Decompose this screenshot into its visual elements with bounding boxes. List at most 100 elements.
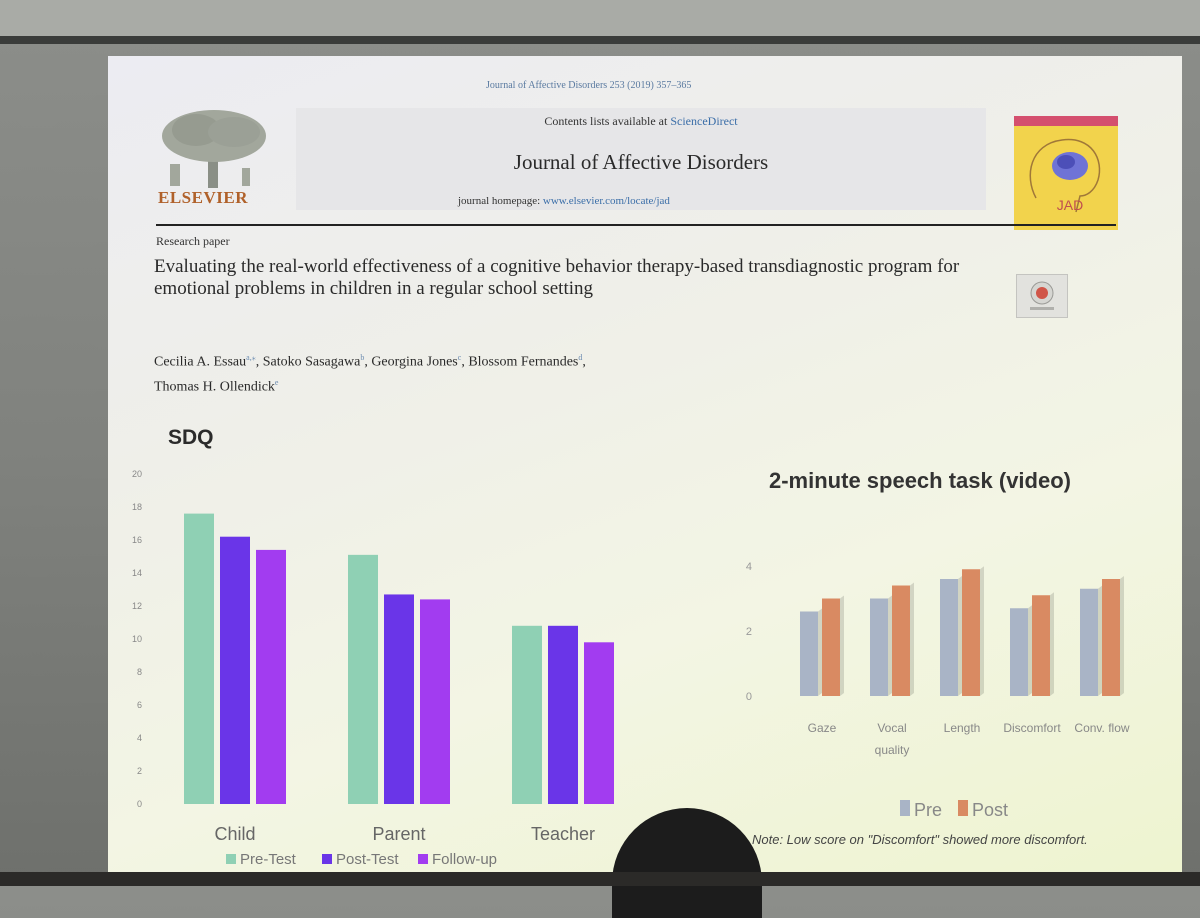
legend-swatch [900,800,910,816]
contents-line: Contents lists available at ScienceDirec… [296,114,986,129]
legend-label: Post [972,800,1008,820]
paper-title: Evaluating the real-world effectiveness … [154,256,960,299]
bar-depth-face [840,595,844,696]
sciencedirect-link[interactable]: ScienceDirect [670,114,738,128]
author-affiliation-mark: e [274,377,279,387]
crossmark-icon [1030,281,1054,310]
y-tick-label: 4 [746,561,752,573]
y-tick-label: 16 [132,535,142,545]
x-category-label: Parent [372,824,425,844]
bar-depth-face [1050,592,1054,696]
legend-swatch [958,800,968,816]
bar-pre-test-teacher [512,625,542,804]
legend-swatch [226,854,236,864]
cover-label: JAD [1057,197,1083,213]
legend-label: Pre [914,800,942,820]
bar-post-length [962,569,980,696]
elsevier-tree-logo-icon [162,110,266,188]
author-name: Satoko Sasagawa [262,354,361,370]
author-name: Cecilia A. Essau [154,354,247,370]
author-affiliation-mark: d [578,353,583,362]
header-divider [156,224,1116,226]
y-tick-label: 20 [132,469,142,479]
bar-follow-up-parent [420,599,450,804]
homepage-url[interactable]: www.elsevier.com/locate/jad [542,195,670,207]
bar-post-conv-flow [1102,579,1120,696]
bar-depth-face [888,595,892,696]
y-tick-label: 2 [746,626,752,638]
presentation-slide: Journal of Affective Disorders 253 (2019… [108,56,1182,872]
bar-post-test-parent [384,594,414,804]
y-tick-label: 0 [137,799,142,809]
sdq-bar-chart: 0 2 4 6 8 10 12 14 16 18 20 Child Parent Teacher Pre-T… [132,469,614,868]
bar-pre-gaze [800,611,818,696]
y-tick-label: 4 [137,733,142,743]
speech-task-bar-chart: 0 2 4 Gaze Vocal quality Length Discomfort Conv.… [746,561,1130,820]
x-category-label: Teacher [531,824,595,844]
bar-pre-length [940,579,958,696]
research-type: Research paper [156,234,230,248]
bar-depth-face [958,576,962,696]
x-category-label: Vocal quality [875,721,910,757]
bar-pre-test-parent [348,554,378,804]
bar-pre-conv-flow [1080,588,1098,696]
journal-title: Journal of Affective Disorders [513,150,769,174]
cover-head-illustration-icon: JAD [1029,138,1101,213]
x-category-label: Discomfort [1003,721,1061,735]
author-affiliation-mark: c [457,353,462,362]
publisher-name: ELSEVIER [158,188,248,207]
journal-cover-image: JAD [1014,116,1118,230]
speech-chart-title: 2-minute speech task (video) [769,468,1071,493]
author-list: Cecilia A. Essaua,⁎, Satoko Sasagawab, G… [154,353,586,395]
y-tick-label: 6 [137,700,142,710]
bar-pre-discomfort [1010,608,1028,696]
journal-reference: Journal of Affective Disorders 253 (2019… [486,80,692,91]
x-category-label: Child [214,824,255,844]
bar-follow-up-teacher [584,642,614,804]
contents-prefix: Contents lists available at [544,114,671,128]
bar-post-vocal-quality [892,585,910,696]
y-tick-label: 12 [132,601,142,611]
bar-depth-face [1028,605,1032,696]
author-affiliation-mark: b [360,353,365,362]
journal-header-box [296,108,986,210]
check-for-updates-button[interactable] [1016,274,1068,318]
bar-post-discomfort [1032,595,1050,696]
projector-frame-bottom [0,872,1200,886]
bar-depth-face [910,582,914,696]
y-tick-label: 0 [746,691,752,703]
y-tick-label: 8 [137,667,142,677]
y-tick-label: 14 [132,568,142,578]
author-name: Georgina Jones [371,354,458,370]
projector-frame-edge [0,36,1200,44]
legend-swatch [418,854,428,864]
bar-depth-face [980,566,984,696]
legend-label: Follow-up [432,851,497,868]
bar-post-test-teacher [548,625,578,804]
author-affiliation-mark: a,⁎ [246,353,256,362]
sdq-chart-title: SDQ [168,426,214,449]
y-tick-label: 2 [137,766,142,776]
chart-note: Note: Low score on "Discomfort" showed m… [752,832,1088,847]
author-name: Blossom Fernandes [468,354,579,370]
x-category-label: Length [944,721,981,735]
x-category-label: Conv. flow [1074,721,1129,735]
y-tick-label: 10 [132,634,142,644]
bar-follow-up-child [256,549,286,804]
legend-label: Pre-Test [240,851,297,868]
bar-pre-vocal-quality [870,598,888,696]
legend-label: Post-Test [336,851,399,868]
bar-post-test-child [220,536,250,804]
journal-homepage-line: journal homepage: www.elsevier.com/locat… [458,195,670,207]
bar-depth-face [818,608,822,696]
bar-depth-face [1120,576,1124,696]
x-category-label: Gaze [808,721,837,735]
bar-pre-test-child [184,513,214,804]
bar-depth-face [1098,585,1102,696]
projector-frame-top [0,0,1200,40]
homepage-prefix: journal homepage: [458,195,543,207]
author-name: Thomas H. Ollendick [154,379,275,395]
y-tick-label: 18 [132,502,142,512]
legend-swatch [322,854,332,864]
bar-post-gaze [822,598,840,696]
